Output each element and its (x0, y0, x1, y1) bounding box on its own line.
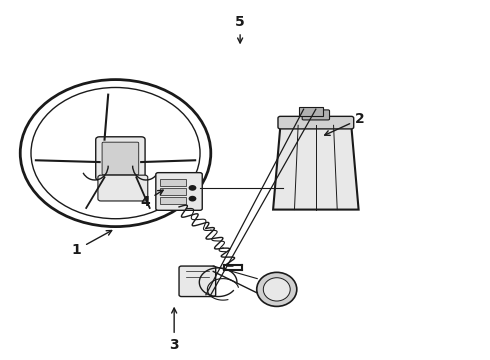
Polygon shape (273, 125, 359, 210)
FancyBboxPatch shape (102, 142, 139, 175)
Text: 5: 5 (235, 15, 245, 43)
Circle shape (105, 149, 126, 165)
FancyBboxPatch shape (302, 110, 330, 120)
Ellipse shape (263, 278, 290, 301)
Text: 3: 3 (170, 308, 179, 352)
FancyBboxPatch shape (160, 179, 186, 186)
FancyBboxPatch shape (96, 137, 145, 180)
FancyBboxPatch shape (299, 107, 323, 116)
FancyBboxPatch shape (160, 188, 186, 195)
FancyBboxPatch shape (278, 116, 354, 129)
Text: 2: 2 (325, 112, 365, 135)
FancyBboxPatch shape (156, 173, 202, 210)
Circle shape (189, 185, 196, 191)
FancyBboxPatch shape (179, 266, 216, 297)
Text: 4: 4 (140, 190, 163, 208)
FancyBboxPatch shape (160, 197, 186, 204)
Circle shape (189, 196, 196, 202)
Ellipse shape (257, 273, 297, 306)
FancyBboxPatch shape (98, 175, 148, 201)
Text: 1: 1 (72, 230, 112, 257)
